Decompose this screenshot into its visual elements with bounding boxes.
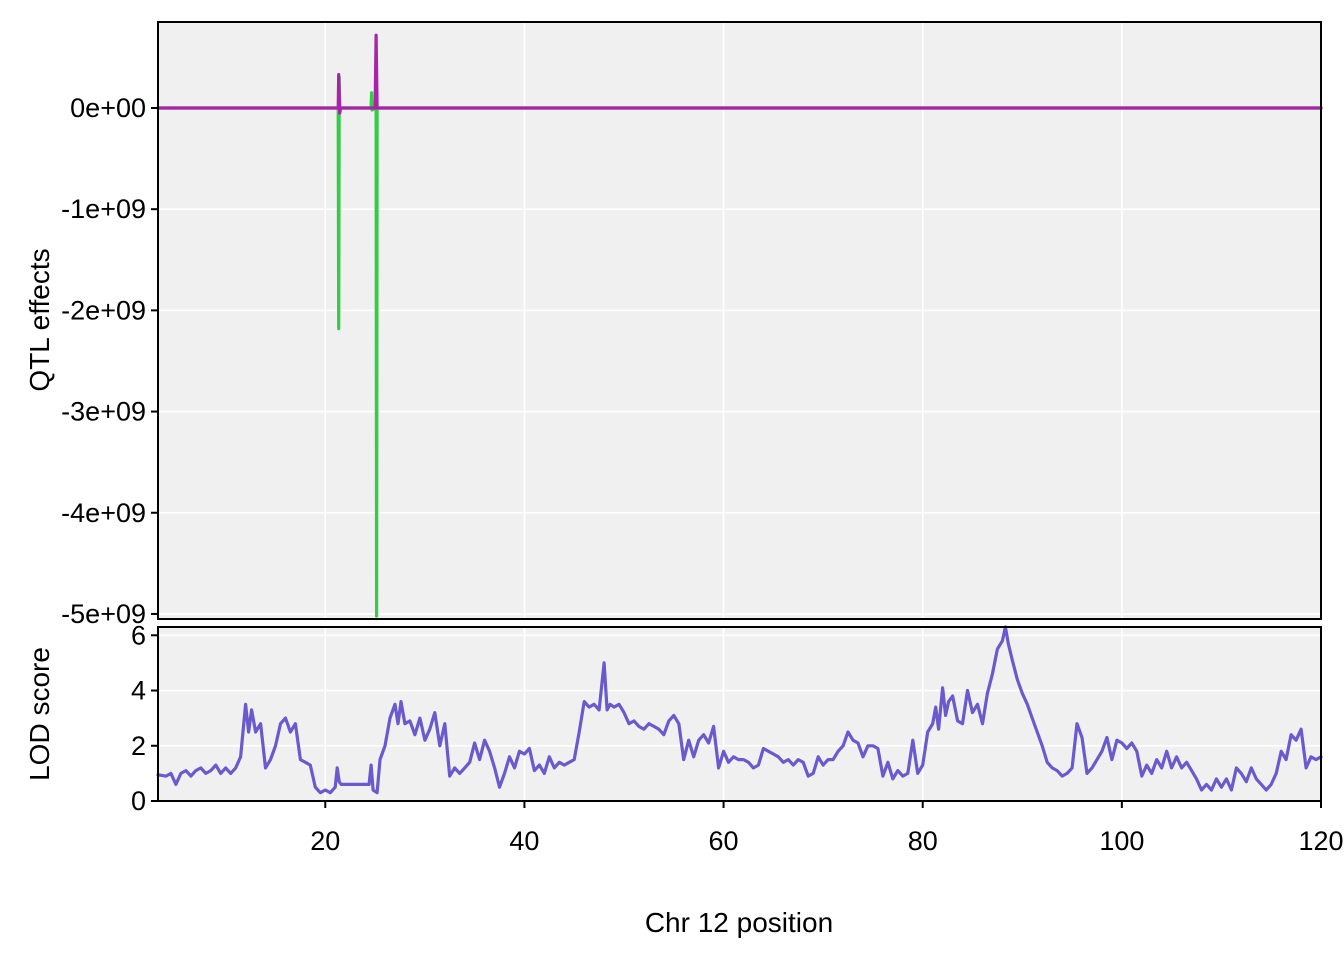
lod-panel: 0 2 4 6 [131, 620, 1323, 816]
x-axis-title: Chr 12 position [645, 907, 833, 938]
x-tick-label: 80 [908, 826, 938, 856]
effects-series-line-1 [156, 76, 1323, 618]
lod-y-axis-title: LOD score [24, 647, 55, 781]
x-tick-label: 60 [709, 826, 739, 856]
effects-y-axis-title: QTL effects [24, 248, 55, 391]
effects-panel: 0e+00 -1e+09 -2e+09 -3e+09 -4e+09 -5e+09 [61, 21, 1323, 629]
lod-panel-background [158, 627, 1321, 801]
lod-y-tick-label: 2 [131, 731, 146, 761]
lod-y-tick-label: 0 [131, 786, 146, 816]
x-tick-label: 120 [1298, 826, 1343, 856]
x-tick-label: 100 [1099, 826, 1144, 856]
effects-series-line-2 [156, 33, 1323, 115]
effects-panel-background [158, 22, 1321, 619]
effects-y-tick-label: -4e+09 [61, 498, 146, 528]
lod-y-tick-label: 4 [131, 676, 146, 706]
effects-y-tick-label: 0e+00 [70, 93, 146, 123]
lod-y-tick-label: 6 [131, 620, 146, 650]
lod-series-line-1 [156, 625, 1323, 795]
effects-y-tick-label: -5e+09 [61, 599, 146, 629]
effects-panel-border [157, 21, 1322, 620]
effects-y-tick-label: -3e+09 [61, 397, 146, 427]
lod-panel-border [157, 626, 1322, 802]
x-tick-label: 20 [310, 826, 340, 856]
effects-y-tick-label: -2e+09 [61, 295, 146, 325]
effects-y-tick-label: -1e+09 [61, 194, 146, 224]
x-tick-label: 40 [509, 826, 539, 856]
